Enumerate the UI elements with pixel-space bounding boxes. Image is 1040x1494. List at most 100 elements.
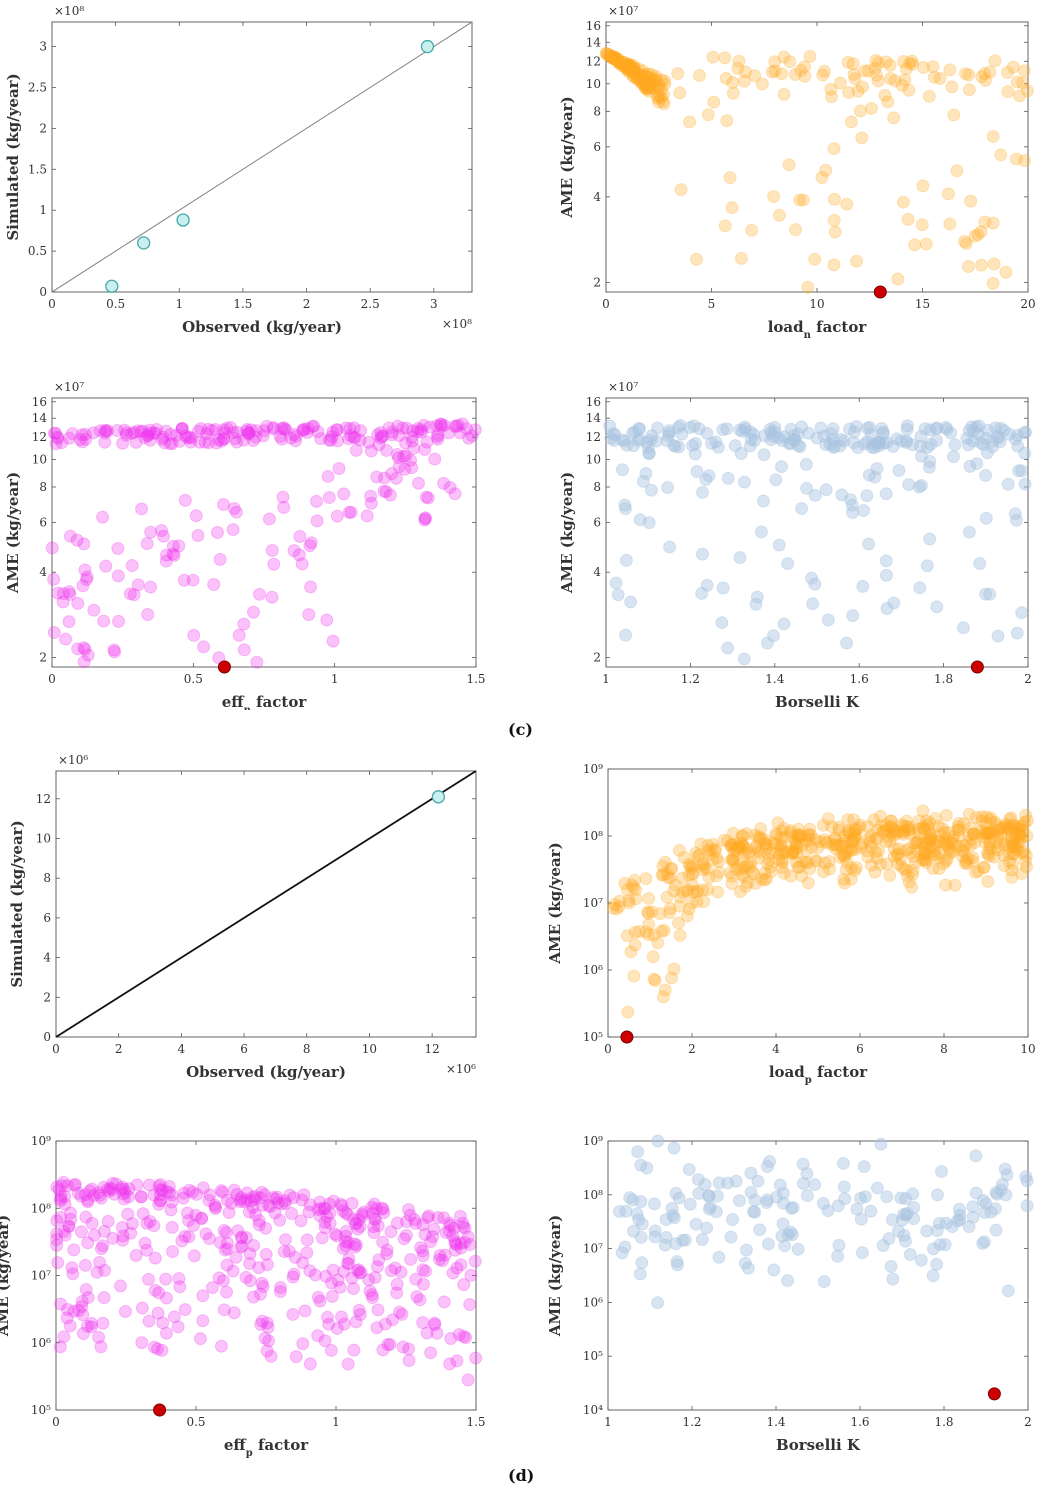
- scatter-point: [946, 833, 960, 847]
- scatter-point: [870, 1181, 884, 1195]
- scatter-point: [353, 1307, 367, 1321]
- scatter-point: [843, 493, 857, 507]
- y-tick-label: 16: [586, 395, 601, 409]
- scatter-point: [179, 429, 193, 443]
- scatter-point: [422, 1209, 436, 1223]
- scatter-point: [366, 1207, 380, 1221]
- scatter-point: [456, 1216, 470, 1230]
- scatter-point: [378, 471, 392, 485]
- scatter-point: [619, 553, 633, 567]
- scatter-point: [827, 213, 841, 227]
- scatter-point: [701, 844, 715, 858]
- scatter-point: [968, 229, 982, 243]
- scatter-point: [725, 877, 739, 891]
- scatter-point: [795, 420, 809, 434]
- scatter-point: [52, 1183, 66, 1197]
- scatter-point: [397, 1232, 411, 1246]
- scatter-point: [951, 823, 965, 837]
- scatter-point: [861, 64, 875, 78]
- scatter-point: [254, 1191, 268, 1205]
- scatter-point: [111, 569, 125, 583]
- y-tick-label: 2: [39, 121, 47, 135]
- scatter-point: [619, 1204, 633, 1218]
- scatter-point: [773, 1178, 787, 1192]
- scatter-point: [870, 462, 884, 476]
- scatter-point: [304, 580, 318, 594]
- scatter-point: [787, 429, 801, 443]
- scatter-point: [384, 1225, 398, 1239]
- data-point: [431, 790, 446, 804]
- scatter-point: [908, 238, 922, 252]
- scatter-point: [664, 862, 678, 876]
- scatter-point: [846, 834, 860, 848]
- scatter-point: [841, 55, 855, 69]
- scatter-point: [855, 131, 869, 145]
- scatter-point: [907, 1212, 921, 1226]
- scatter-point: [632, 62, 646, 76]
- scatter-point: [815, 171, 829, 185]
- scatter-point: [173, 1280, 187, 1294]
- scatter-point: [980, 810, 994, 824]
- scatter-point: [748, 841, 762, 855]
- scatter-point: [135, 1336, 149, 1350]
- scatter-point: [418, 1228, 432, 1242]
- scatter-point: [845, 844, 859, 858]
- scatter-point: [633, 75, 647, 89]
- scatter-point: [461, 1230, 475, 1244]
- scatter-point: [907, 850, 921, 864]
- scatter-point: [796, 1176, 810, 1190]
- x-tick-label: 1: [175, 297, 183, 311]
- scatter-point: [107, 643, 121, 657]
- scatter-point: [762, 853, 776, 867]
- scatter-point: [282, 1244, 296, 1258]
- scatter-point: [368, 1270, 382, 1284]
- scatter-point: [1009, 513, 1023, 527]
- scatter-point: [696, 883, 710, 897]
- scatter-point: [411, 476, 425, 490]
- scatter-point: [864, 427, 878, 441]
- scatter-point: [768, 55, 782, 69]
- scatter-point: [688, 447, 702, 461]
- scatter-point: [147, 1188, 161, 1202]
- scatter-point: [100, 424, 114, 438]
- scatter-point: [364, 489, 378, 503]
- scatter-point: [652, 90, 666, 104]
- scatter-point: [939, 420, 953, 434]
- scatter-point: [68, 1178, 82, 1192]
- x-axis-label: loadn factor: [768, 318, 868, 340]
- scatter-point: [919, 856, 933, 870]
- scatter-point: [61, 1303, 75, 1317]
- scatter-point: [870, 68, 884, 82]
- scatter-point: [912, 480, 926, 494]
- scatter-point: [75, 435, 89, 449]
- scatter-point: [870, 823, 884, 837]
- y-tick-label: 14: [32, 411, 48, 425]
- scatter-point: [318, 1201, 332, 1215]
- scatter-point: [857, 1160, 871, 1174]
- scatter-point: [682, 868, 696, 882]
- scatter-point: [116, 1233, 130, 1247]
- x-exponent-label: ×10⁶: [446, 1062, 476, 1076]
- scatter-point: [700, 426, 714, 440]
- scatter-point: [1006, 838, 1020, 852]
- scatter-point: [669, 1237, 683, 1251]
- scatter-point: [296, 1256, 310, 1270]
- scatter-point: [103, 1181, 117, 1195]
- scatter-point: [631, 1145, 645, 1159]
- scatter-point: [926, 861, 940, 875]
- scatter-point: [235, 1231, 249, 1245]
- scatter-point: [695, 586, 709, 600]
- scatter-point: [47, 426, 61, 440]
- scatter-point: [339, 1239, 353, 1253]
- scatter-point: [897, 827, 911, 841]
- scatter-point: [777, 821, 791, 835]
- scatter-point: [897, 862, 911, 876]
- scatter-point: [892, 463, 906, 477]
- scatter-point: [455, 417, 469, 431]
- scatter-point: [767, 190, 781, 204]
- scatter-point: [635, 1217, 649, 1231]
- scatter-point: [101, 1214, 115, 1228]
- scatter-point: [144, 525, 158, 539]
- scatter-point: [962, 1219, 976, 1233]
- scatter-point: [834, 432, 848, 446]
